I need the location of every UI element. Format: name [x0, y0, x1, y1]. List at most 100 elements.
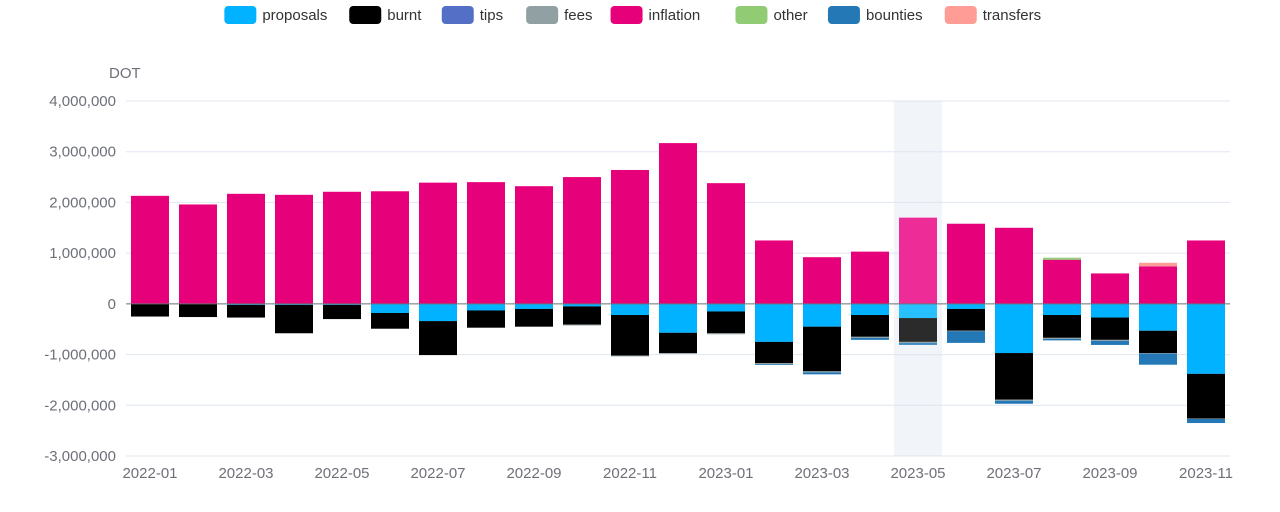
- bar-fees-2023-06[interactable]: [947, 330, 985, 332]
- bar-burnt-2022-06[interactable]: [371, 312, 409, 329]
- bar-proposals-2023-08[interactable]: [1043, 303, 1081, 316]
- bar-transfers-2023-10[interactable]: [1139, 262, 1177, 267]
- bar-inflation-2022-08[interactable]: [467, 182, 505, 304]
- bar-burnt-2022-09[interactable]: [515, 308, 553, 327]
- bar-burnt-2023-07[interactable]: [995, 353, 1033, 400]
- bar-inflation-2023-07[interactable]: [995, 227, 1033, 304]
- bar-fees-2022-12[interactable]: [659, 353, 697, 354]
- bar-burnt-2023-06[interactable]: [947, 308, 985, 331]
- bar-inflation-2023-01[interactable]: [707, 183, 745, 304]
- bar-proposals-2022-11[interactable]: [611, 303, 649, 316]
- bar-bounties-2023-04[interactable]: [851, 337, 889, 340]
- bar-inflation-2022-09[interactable]: [515, 186, 553, 304]
- bar-fees-2023-02[interactable]: [755, 363, 793, 365]
- bar-proposals-2022-09[interactable]: [515, 303, 553, 309]
- bar-proposals-2022-10[interactable]: [563, 303, 601, 307]
- bar-fees-2023-08[interactable]: [1043, 337, 1081, 339]
- bar-bounties-2023-06[interactable]: [947, 331, 985, 343]
- bar-inflation-2022-11[interactable]: [611, 169, 649, 304]
- bar-fees-2023-11[interactable]: [1187, 418, 1225, 420]
- bar-burnt-2023-01[interactable]: [707, 311, 745, 334]
- bar-burnt-2023-09[interactable]: [1091, 317, 1129, 340]
- bar-bounties-2023-08[interactable]: [1043, 338, 1081, 341]
- bar-proposals-2023-11[interactable]: [1187, 303, 1225, 374]
- bar-burnt-2023-11[interactable]: [1187, 373, 1225, 419]
- bar-burnt-2022-01[interactable]: [131, 303, 169, 317]
- bar-inflation-2023-05[interactable]: [899, 217, 937, 304]
- bar-inflation-2023-08[interactable]: [1043, 259, 1081, 304]
- bar-burnt-2022-12[interactable]: [659, 332, 697, 354]
- bar-fees-2022-10[interactable]: [563, 324, 601, 326]
- bar-proposals-2022-12[interactable]: [659, 303, 697, 333]
- bar-fees-2023-03[interactable]: [803, 371, 841, 373]
- bar-proposals-2022-07[interactable]: [419, 303, 457, 322]
- bar-fees-2023-01[interactable]: [707, 333, 745, 335]
- bar-inflation-2022-03[interactable]: [227, 193, 265, 304]
- bar-proposals-2023-07[interactable]: [995, 303, 1033, 354]
- legend-item-bounties[interactable]: bounties: [827, 6, 923, 24]
- bar-inflation-2022-07[interactable]: [419, 182, 457, 304]
- bar-proposals-2023-10[interactable]: [1139, 303, 1177, 331]
- bar-inflation-2022-12[interactable]: [659, 143, 697, 304]
- bar-fees-2023-09[interactable]: [1091, 339, 1129, 341]
- bar-bounties-2023-07[interactable]: [995, 400, 1033, 404]
- bar-bounties-2023-09[interactable]: [1091, 340, 1129, 345]
- bar-inflation-2023-04[interactable]: [851, 251, 889, 304]
- bar-proposals-2022-03[interactable]: [227, 303, 265, 305]
- bar-inflation-2023-03[interactable]: [803, 257, 841, 304]
- bar-other-2023-08[interactable]: [1043, 257, 1081, 260]
- bar-burnt-2023-10[interactable]: [1139, 330, 1177, 354]
- bar-bounties-2023-10[interactable]: [1139, 353, 1177, 365]
- bar-fees-2023-07[interactable]: [995, 399, 1033, 401]
- bar-inflation-2023-02[interactable]: [755, 240, 793, 304]
- legend-item-inflation[interactable]: inflation: [610, 6, 701, 24]
- legend-item-tips[interactable]: tips: [441, 6, 503, 24]
- bar-inflation-2022-04[interactable]: [275, 194, 313, 304]
- bar-fees-2023-05[interactable]: [899, 341, 937, 343]
- bar-fees-2023-10[interactable]: [1139, 353, 1177, 354]
- bar-inflation-2022-01[interactable]: [131, 195, 169, 304]
- bar-proposals-2023-04[interactable]: [851, 303, 889, 316]
- bar-proposals-2023-06[interactable]: [947, 303, 985, 309]
- bar-burnt-2022-08[interactable]: [467, 310, 505, 328]
- bar-inflation-2022-05[interactable]: [323, 191, 361, 304]
- bar-proposals-2022-05[interactable]: [323, 303, 361, 305]
- bar-bounties-2023-05[interactable]: [899, 342, 937, 345]
- bar-inflation-2022-02[interactable]: [179, 204, 217, 304]
- bar-burnt-2022-10[interactable]: [563, 306, 601, 325]
- bar-inflation-2022-10[interactable]: [563, 177, 601, 304]
- bar-proposals-2022-08[interactable]: [467, 303, 505, 311]
- bar-proposals-2022-06[interactable]: [371, 303, 409, 313]
- bar-proposals-2023-09[interactable]: [1091, 303, 1129, 318]
- bar-bounties-2023-11[interactable]: [1187, 418, 1225, 424]
- bar-fees-2023-04[interactable]: [851, 336, 889, 338]
- bar-bounties-2023-03[interactable]: [803, 372, 841, 375]
- bar-burnt-2023-02[interactable]: [755, 341, 793, 364]
- bar-burnt-2023-08[interactable]: [1043, 315, 1081, 338]
- bar-burnt-2022-04[interactable]: [275, 304, 313, 334]
- bar-inflation-2023-06[interactable]: [947, 223, 985, 304]
- bar-proposals-2023-01[interactable]: [707, 303, 745, 312]
- bar-burnt-2022-05[interactable]: [323, 304, 361, 320]
- bar-inflation-2023-09[interactable]: [1091, 273, 1129, 304]
- legend-item-transfers[interactable]: transfers: [944, 6, 1041, 24]
- legend-item-burnt[interactable]: burnt: [349, 6, 422, 24]
- bar-inflation-2022-06[interactable]: [371, 191, 409, 304]
- bar-burnt-2023-04[interactable]: [851, 315, 889, 337]
- legend-item-fees[interactable]: fees: [526, 6, 593, 24]
- bar-proposals-2023-02[interactable]: [755, 303, 793, 342]
- bar-proposals-2023-03[interactable]: [803, 303, 841, 327]
- legend-item-other[interactable]: other: [735, 6, 808, 24]
- bar-burnt-2022-07[interactable]: [419, 321, 457, 356]
- bar-burnt-2023-05[interactable]: [899, 318, 937, 342]
- bar-proposals-2023-05[interactable]: [899, 303, 937, 319]
- bar-burnt-2022-11[interactable]: [611, 315, 649, 356]
- bar-inflation-2023-10[interactable]: [1139, 266, 1177, 304]
- bar-fees-2022-11[interactable]: [611, 355, 649, 357]
- bar-proposals-2022-04[interactable]: [275, 303, 313, 305]
- bar-inflation-2023-11[interactable]: [1187, 240, 1225, 304]
- bar-bounties-2023-02[interactable]: [755, 364, 793, 366]
- bar-burnt-2023-03[interactable]: [803, 326, 841, 372]
- bar-burnt-2022-03[interactable]: [227, 304, 265, 318]
- legend-item-proposals[interactable]: proposals: [224, 6, 327, 24]
